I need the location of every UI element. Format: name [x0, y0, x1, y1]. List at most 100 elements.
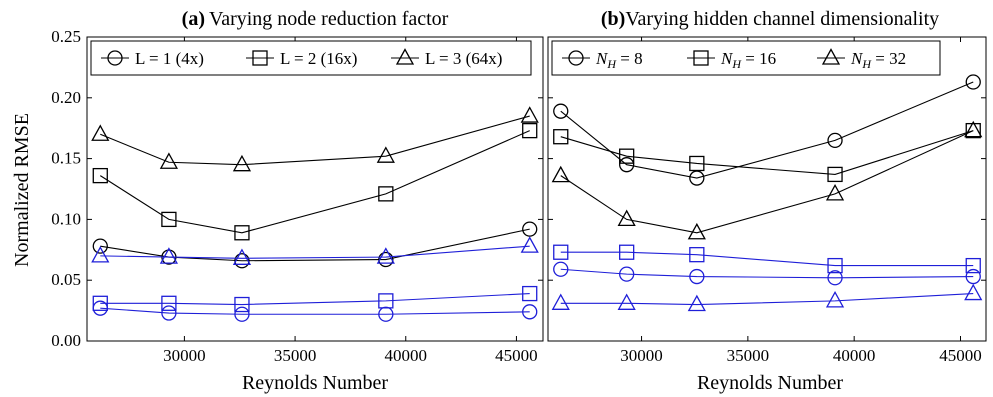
panel-a-series-0-line [100, 228, 530, 262]
panel-b-series-0-line [560, 81, 974, 179]
panel-b-series-3-line [560, 251, 974, 267]
panel-a-series-2-point [91, 124, 110, 141]
panel-b-series-0-point [965, 74, 981, 90]
panel-a-legend-label: L = 1 (4x) [135, 49, 204, 68]
panel-b-series-1-point [827, 166, 843, 183]
panel-a-title-main: Varying node reduction factor [209, 8, 449, 30]
panel-b-xtick-label: 40000 [833, 346, 876, 365]
panel-b-legend-label: NH = 8 [595, 49, 643, 71]
panel-b-series-3-point [689, 247, 705, 263]
panel-a-ytick-label: 0.15 [51, 149, 81, 168]
panel-b-xtick-label: 35000 [727, 346, 770, 365]
panel-b-series-5-point [617, 293, 636, 310]
panel-a-series-0-point [522, 221, 538, 237]
panel-a-series-3-point [91, 246, 110, 263]
panel-a-plot: 0.00 0.05 0.10 0.15 0.20 0.25 30000 35000 40000 4… [51, 27, 544, 365]
panel-b-series-5-point [687, 294, 706, 312]
panel-b-xtick-label: 45000 [939, 346, 982, 365]
panel-a-series-5-point [378, 306, 394, 322]
panel-b-series-4-point [827, 270, 843, 286]
panel-b-legend-sub: H [861, 57, 872, 71]
panel-a-ytick-label: 0.10 [51, 209, 81, 228]
panel-b-series-3-point [619, 244, 635, 260]
panel-a-series-4-point [522, 285, 538, 302]
panel-b-legend-marker [821, 48, 841, 65]
panel-b-series-1-point [553, 129, 569, 145]
panel-a-series-0-point [234, 253, 250, 269]
panel-a-series-3-point [159, 247, 179, 264]
panel-b-legend-marker [693, 50, 709, 66]
panel-a-series-4-point [234, 296, 250, 313]
panel-b-legend-marker [568, 50, 584, 66]
panel-b-series-5-line [560, 293, 974, 306]
panel-b-series-1-point [619, 148, 635, 164]
panel-a: (a) Varying node reduction factor 0.000.0… [51, 8, 544, 394]
panel-a-legend-marker [395, 48, 415, 65]
panel-b-legend-rest: = 16 [741, 49, 776, 68]
panel-a-series-5-line [100, 307, 530, 315]
panel-a-series-4-line [100, 293, 530, 306]
panel-a-legend-box [90, 40, 532, 76]
panel-b-legend-sub: H [731, 57, 742, 71]
panel-a-ytick-label: 0.20 [51, 88, 81, 107]
panel-a-series-5-point [161, 305, 177, 321]
panel-b-legend: NH = 8 NH = 16 NH = 32 [551, 40, 941, 76]
panel-b-legend-rest: = 8 [616, 49, 643, 68]
panel-b-legend-label: NH = 32 [850, 49, 906, 71]
panel-a-legend: L = 1 (4x) L = 2 (16x) L = 3 (64x) [90, 40, 532, 76]
panel-a-series-5-point [234, 306, 250, 322]
panel-b-legend-var: N [720, 49, 734, 68]
panel-a-series-3-point [520, 236, 539, 253]
panel-b-legend-rest: = 32 [871, 49, 906, 68]
panel-a-frame [86, 36, 544, 342]
panel-b-series-4-line [560, 268, 974, 279]
panel-a-series-4-point [161, 295, 177, 311]
panel-a-legend-marker [107, 50, 123, 66]
panel-b-series-5-point [964, 283, 983, 301]
panel-b-x-axis-label: Reynolds Number [697, 372, 843, 394]
panel-a-series-3-line [100, 245, 530, 259]
panel-a-series-1-point [161, 211, 177, 228]
panel-b-series-2-point [617, 209, 636, 227]
panel-a-series-0-point [92, 238, 108, 254]
panel-a-series-2-point [376, 146, 395, 163]
panel-a-title: (a) Varying node reduction factor [182, 8, 449, 30]
panel-b-title-main: Varying hidden channel dimensionality [625, 8, 939, 30]
panel-a-ytick-label: 0.00 [51, 331, 81, 350]
panel-a-series-5-point [92, 300, 108, 316]
panel-a-x-axis-label: Reynolds Number [242, 372, 388, 394]
panel-a-xtick-label: 35000 [274, 346, 317, 365]
panel-b-series-2-point [551, 165, 570, 183]
panel-b-series-4-point [689, 268, 705, 285]
panel-b-series-5-point [825, 291, 845, 308]
panel-b-legend-var: N [850, 49, 864, 68]
panel-b: (b)Varying hidden channel dimensionality… [547, 8, 987, 394]
panel-b-legend-box [551, 40, 941, 76]
panel-b-series-3-point [827, 257, 843, 274]
panel-b-series-1-point [689, 155, 705, 172]
panel-a-series-1-point [92, 167, 108, 184]
panel-b-series-2-line [560, 130, 974, 234]
panel-b-legend-label: NH = 16 [720, 49, 776, 71]
panel-b-series-4-point [553, 261, 569, 277]
panel-b-xtick-label: 30000 [620, 346, 663, 365]
panel-a-series-1-line [99, 130, 530, 234]
panel-b-title: (b)Varying hidden channel dimensionality [601, 8, 939, 30]
panel-b-legend-var: N [595, 49, 609, 68]
panel-b-series-1-point [965, 122, 981, 139]
panel-a-xtick-label: 40000 [385, 346, 428, 365]
panel-b-series-4-point [965, 268, 981, 285]
panel-a-xtick-label: 30000 [163, 346, 206, 365]
panel-a-xtick-label: 45000 [495, 346, 538, 365]
panel-a-title-prefix: (a) [182, 8, 205, 30]
panel-b-legend-sub: H [606, 57, 617, 71]
panel-a-series-1-point [234, 225, 250, 241]
panel-a-series-2-point [159, 152, 179, 169]
panel-a-legend-label: L = 3 (64x) [425, 49, 502, 68]
panel-b-series-2-point [687, 222, 706, 240]
panel-a-series-3-point [376, 247, 395, 264]
panel-b-frame [547, 36, 987, 342]
panel-b-series-0-point [553, 103, 569, 119]
